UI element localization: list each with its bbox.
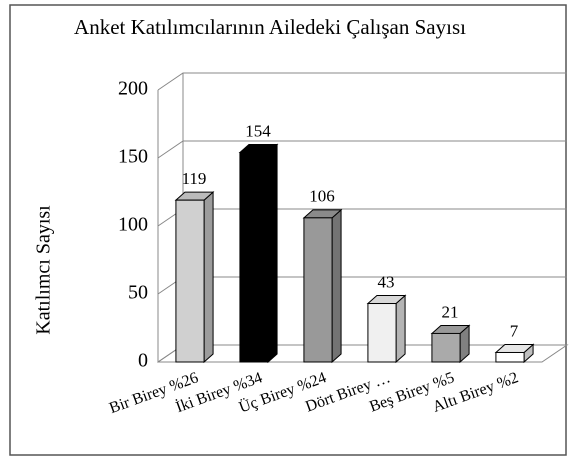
bar-side bbox=[395, 294, 406, 364]
bar-side bbox=[267, 143, 278, 364]
grid-line bbox=[157, 208, 567, 227]
grid-line bbox=[157, 140, 567, 159]
bar bbox=[175, 199, 205, 363]
bar bbox=[431, 332, 461, 363]
y-tick-label: 200 bbox=[118, 78, 148, 100]
chart-title: Anket Katılımcılarının Ailedeki Çalışan … bbox=[74, 15, 466, 39]
data-label: 119 bbox=[182, 169, 207, 188]
data-label: 7 bbox=[510, 321, 519, 340]
bar bbox=[495, 351, 525, 363]
bar-side bbox=[203, 191, 214, 364]
data-label: 21 bbox=[442, 302, 459, 321]
bar bbox=[303, 217, 333, 363]
data-label: 106 bbox=[309, 187, 335, 206]
grid-line bbox=[157, 276, 567, 295]
bar bbox=[367, 303, 397, 363]
frame bbox=[9, 4, 567, 456]
data-label: 154 bbox=[245, 121, 271, 140]
y-tick-label: 150 bbox=[118, 146, 148, 168]
bar bbox=[239, 152, 269, 363]
y-tick-label: 50 bbox=[128, 282, 148, 304]
grid-line bbox=[157, 72, 567, 91]
data-label: 43 bbox=[378, 272, 395, 291]
y-tick-label: 0 bbox=[138, 350, 148, 372]
y-axis-label: Katılımcı Sayısı bbox=[33, 205, 55, 335]
y-tick-label: 100 bbox=[118, 214, 148, 236]
bar-side bbox=[331, 208, 342, 364]
